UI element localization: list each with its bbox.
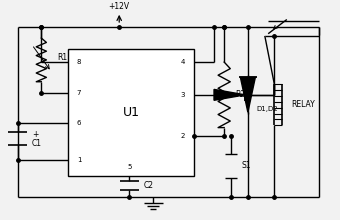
Text: RELAY: RELAY: [291, 100, 315, 109]
Text: 1: 1: [77, 157, 81, 163]
Text: D1,D2: D1,D2: [256, 106, 278, 112]
Bar: [68, 49, 194, 176]
Text: 4: 4: [181, 59, 185, 65]
Text: S1: S1: [241, 161, 251, 170]
Text: 5: 5: [127, 164, 132, 170]
Text: 7: 7: [77, 90, 81, 96]
Text: +12V: +12V: [109, 2, 130, 11]
Text: 8: 8: [77, 59, 81, 65]
Text: 2: 2: [181, 133, 185, 139]
Polygon shape: [214, 89, 245, 100]
Text: R1: R1: [57, 53, 68, 62]
Text: R2: R2: [235, 90, 245, 99]
Text: U1: U1: [122, 106, 139, 119]
Text: C2: C2: [143, 181, 154, 190]
Text: 3: 3: [181, 92, 185, 98]
Polygon shape: [240, 77, 255, 112]
Text: C1: C1: [32, 139, 42, 148]
Text: +: +: [32, 130, 38, 139]
Text: 6: 6: [77, 120, 81, 126]
